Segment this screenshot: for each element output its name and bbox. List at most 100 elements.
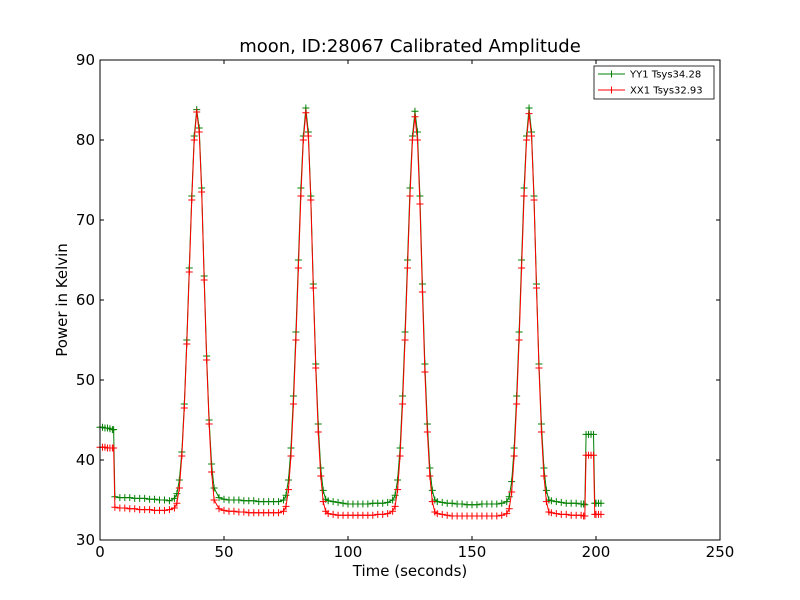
data-point <box>557 498 565 506</box>
data-point <box>542 498 550 506</box>
x-tick-label: 150 <box>458 543 487 561</box>
data-point <box>110 444 118 452</box>
data-point <box>146 506 154 514</box>
data-point <box>287 452 295 460</box>
data-point <box>503 498 511 506</box>
data-point <box>581 512 589 520</box>
data-point <box>284 476 292 484</box>
data-point <box>235 496 243 504</box>
y-tick-label: 40 <box>76 451 95 469</box>
data-point <box>297 192 305 200</box>
data-point <box>552 510 560 518</box>
data-point <box>503 510 511 518</box>
data-point <box>562 510 570 518</box>
data-point <box>547 497 555 505</box>
data-point <box>520 192 528 200</box>
data-point <box>111 503 119 511</box>
data-point <box>389 507 397 515</box>
data-point <box>404 264 412 272</box>
data-point <box>433 510 441 518</box>
data-point <box>195 128 203 136</box>
data-point <box>289 400 297 408</box>
data-point <box>250 497 258 505</box>
data-point <box>394 486 402 494</box>
data-point <box>532 284 540 292</box>
data-point <box>170 504 178 512</box>
data-point <box>282 491 290 499</box>
data-point <box>329 498 337 506</box>
data-point <box>314 428 322 436</box>
data-point <box>552 498 560 506</box>
data-point <box>505 505 513 513</box>
data-point <box>324 497 332 505</box>
data-point <box>518 264 526 272</box>
data-point <box>418 288 426 296</box>
data-point <box>411 113 419 121</box>
data-point <box>421 368 429 376</box>
data-point <box>275 498 283 506</box>
data-point <box>525 110 533 118</box>
data-point <box>294 264 302 272</box>
data-point <box>160 506 168 514</box>
x-tick-label: 250 <box>706 543 735 561</box>
data-point <box>493 500 501 508</box>
data-point <box>508 478 516 486</box>
data-point <box>240 508 248 516</box>
data-point <box>528 132 536 140</box>
data-point <box>535 364 543 372</box>
legend-label-xx1: XX1 Tsys32.93 <box>630 86 703 97</box>
data-point <box>180 404 188 412</box>
data-point <box>312 364 320 372</box>
data-point <box>309 284 317 292</box>
data-point <box>126 494 134 502</box>
data-point <box>160 496 168 504</box>
y-tick-label: 70 <box>76 211 95 229</box>
data-point <box>498 499 506 507</box>
legend-box <box>593 65 715 100</box>
series-layer <box>96 104 605 520</box>
data-point <box>121 504 129 512</box>
data-point <box>513 400 521 408</box>
y-tick-label: 50 <box>76 371 95 389</box>
data-point <box>590 430 598 438</box>
data-point <box>423 428 431 436</box>
data-point <box>426 472 434 480</box>
data-point <box>428 486 436 494</box>
data-point <box>443 511 451 519</box>
data-point <box>165 506 173 514</box>
data-point <box>210 496 218 504</box>
data-point <box>280 507 288 515</box>
chart-title: moon, ID:28067 Calibrated Amplitude <box>239 36 581 57</box>
data-point <box>428 498 436 506</box>
legend-label-yy1: YY1 Tsys34.28 <box>629 70 701 81</box>
data-point <box>597 510 605 518</box>
data-point <box>173 490 181 498</box>
data-point <box>448 499 456 507</box>
data-point <box>188 196 196 204</box>
data-point <box>282 502 290 510</box>
data-point <box>505 493 513 501</box>
data-point <box>542 486 550 494</box>
data-point <box>580 500 588 508</box>
data-point <box>406 192 414 200</box>
data-point <box>334 498 342 506</box>
data-point <box>275 509 283 517</box>
data-point <box>508 488 516 496</box>
data-point <box>540 472 548 480</box>
data-point <box>292 336 300 344</box>
data-point <box>416 200 424 208</box>
data-point <box>530 196 538 204</box>
data-point <box>220 506 228 514</box>
data-point <box>302 109 310 117</box>
data-point <box>230 507 238 515</box>
y-tick-label: 80 <box>76 131 95 149</box>
data-point <box>220 495 228 503</box>
data-point <box>193 108 201 116</box>
data-point <box>190 136 198 144</box>
data-point <box>537 428 545 436</box>
data-point <box>324 510 332 518</box>
data-point <box>394 476 402 484</box>
x-tick-label: 50 <box>214 543 233 561</box>
x-axis-label: Time (seconds) <box>352 562 468 580</box>
